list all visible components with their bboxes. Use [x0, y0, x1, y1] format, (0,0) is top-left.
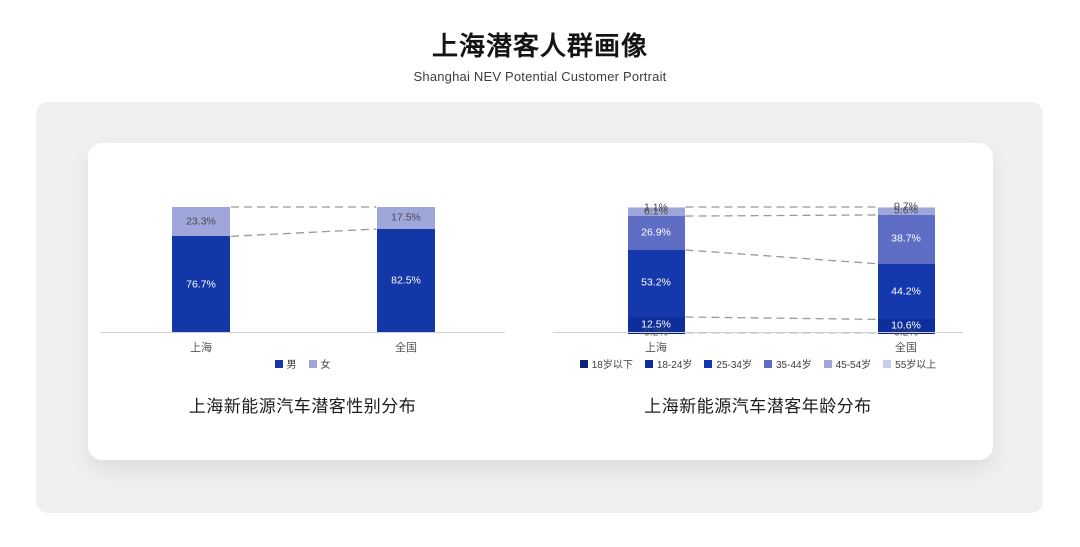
- chart-plot: 76.7% 23.3% 82.5% 17.5%: [100, 206, 505, 333]
- legend-label: 18-24岁: [656, 360, 693, 371]
- page-subtitle: Shanghai NEV Potential Customer Portrait: [413, 69, 667, 84]
- segment-value-label: 76.7%: [186, 278, 216, 291]
- legend-swatch: [764, 359, 772, 368]
- legend-swatch: [823, 359, 832, 368]
- charts-card: [88, 143, 993, 460]
- bar-segment: [172, 236, 230, 333]
- segment-value-label: 26.9%: [641, 226, 671, 239]
- page-header: 上海潜客人群画像 Shanghai NEV Potential Customer…: [0, 0, 1080, 84]
- x-axis-line: [553, 332, 963, 333]
- connector-lines: [230, 206, 377, 238]
- segment-value-label: 38.7%: [891, 232, 921, 245]
- legend-label: 男: [286, 360, 297, 371]
- chart-legend: 18岁以下 18-24岁 25-34岁 35-44岁 45-54岁 55岁以上: [553, 356, 963, 371]
- segment-value-label: 1.1%: [644, 201, 668, 214]
- stacked-bar: 82.5% 17.5%: [377, 207, 435, 333]
- legend-item: 35-44岁: [764, 356, 812, 371]
- legend-label: 35-44岁: [776, 360, 812, 371]
- legend-swatch: [644, 359, 653, 368]
- bar-segment: [877, 263, 935, 320]
- bar-segment: [877, 214, 935, 264]
- segment-value-label: 82.5%: [391, 274, 421, 287]
- chart-plot: 0.2% 12.5% 53.2% 26.9% 6.1% 1.1% 0.2% 10.6% 44.2…: [553, 201, 963, 338]
- segment-value-label: 10.6%: [891, 319, 921, 332]
- legend-swatch: [274, 359, 283, 368]
- bar-segment: [627, 317, 685, 333]
- legend-swatch: [704, 359, 713, 368]
- bar-segment: [627, 208, 685, 217]
- legend-label: 18岁以下: [591, 360, 633, 371]
- axis-category-label: 上海: [645, 342, 667, 354]
- bar-segment: [627, 249, 685, 317]
- legend-item: 18岁以下: [579, 356, 633, 371]
- legend-swatch: [579, 359, 588, 368]
- bar-segment: [877, 207, 935, 208]
- x-axis-line: [100, 332, 505, 333]
- segment-value-label: 6.1%: [644, 205, 668, 218]
- bar-segment: [877, 319, 935, 333]
- legend-item: 25-34岁: [704, 356, 752, 371]
- chart-caption: 上海新能源汽车潜客性别分布: [188, 397, 417, 416]
- legend-label: 55岁以上: [895, 360, 937, 371]
- bar-segment: [172, 207, 230, 237]
- legend-item: 女: [308, 356, 331, 371]
- stacked-bar: 0.2% 12.5% 53.2% 26.9% 6.1% 1.1%: [627, 202, 685, 338]
- connector-dashed-line: [685, 249, 877, 265]
- connector-dashed-line: [230, 228, 377, 238]
- legend-label: 45-54岁: [835, 360, 872, 371]
- connector-dashed-line: [685, 214, 877, 217]
- segment-value-label: 44.2%: [891, 285, 921, 298]
- legend-label: 女: [320, 360, 331, 371]
- legend-label: 25-34岁: [716, 360, 752, 371]
- segment-value-label: 5.6%: [894, 204, 918, 217]
- segment-value-label: 23.3%: [186, 215, 216, 228]
- legend-item: 18-24岁: [644, 356, 693, 371]
- legend-swatch: [883, 359, 892, 368]
- legend-item: 45-54岁: [823, 356, 872, 371]
- legend-swatch: [308, 359, 317, 368]
- chart-caption: 上海新能源汽车潜客年龄分布: [644, 397, 872, 416]
- bar-segment: [377, 229, 435, 333]
- legend-item: 55岁以上: [883, 356, 936, 371]
- stacked-bar: 0.2% 10.6% 44.2% 38.7% 5.6% 0.7%: [877, 201, 935, 338]
- bar-segment: [627, 207, 685, 209]
- segment-value-label: 53.2%: [641, 276, 671, 289]
- segment-value-label: 0.7%: [894, 200, 918, 213]
- stacked-bar: 76.7% 23.3%: [172, 207, 230, 333]
- segment-value-label: 17.5%: [391, 211, 421, 224]
- page-title: 上海潜客人群画像: [431, 31, 648, 61]
- connector-dashed-line: [685, 316, 877, 321]
- bar-segment: [877, 207, 935, 215]
- bar-segment: [377, 207, 435, 230]
- segment-value-label: 12.5%: [641, 318, 671, 331]
- axis-category-label: 全国: [895, 342, 917, 354]
- legend-item: 男: [274, 356, 297, 371]
- axis-category-label: 全国: [395, 342, 417, 354]
- axis-category-label: 上海: [190, 342, 212, 354]
- bar-segment: [627, 216, 685, 250]
- chart-legend: 男女: [100, 356, 505, 371]
